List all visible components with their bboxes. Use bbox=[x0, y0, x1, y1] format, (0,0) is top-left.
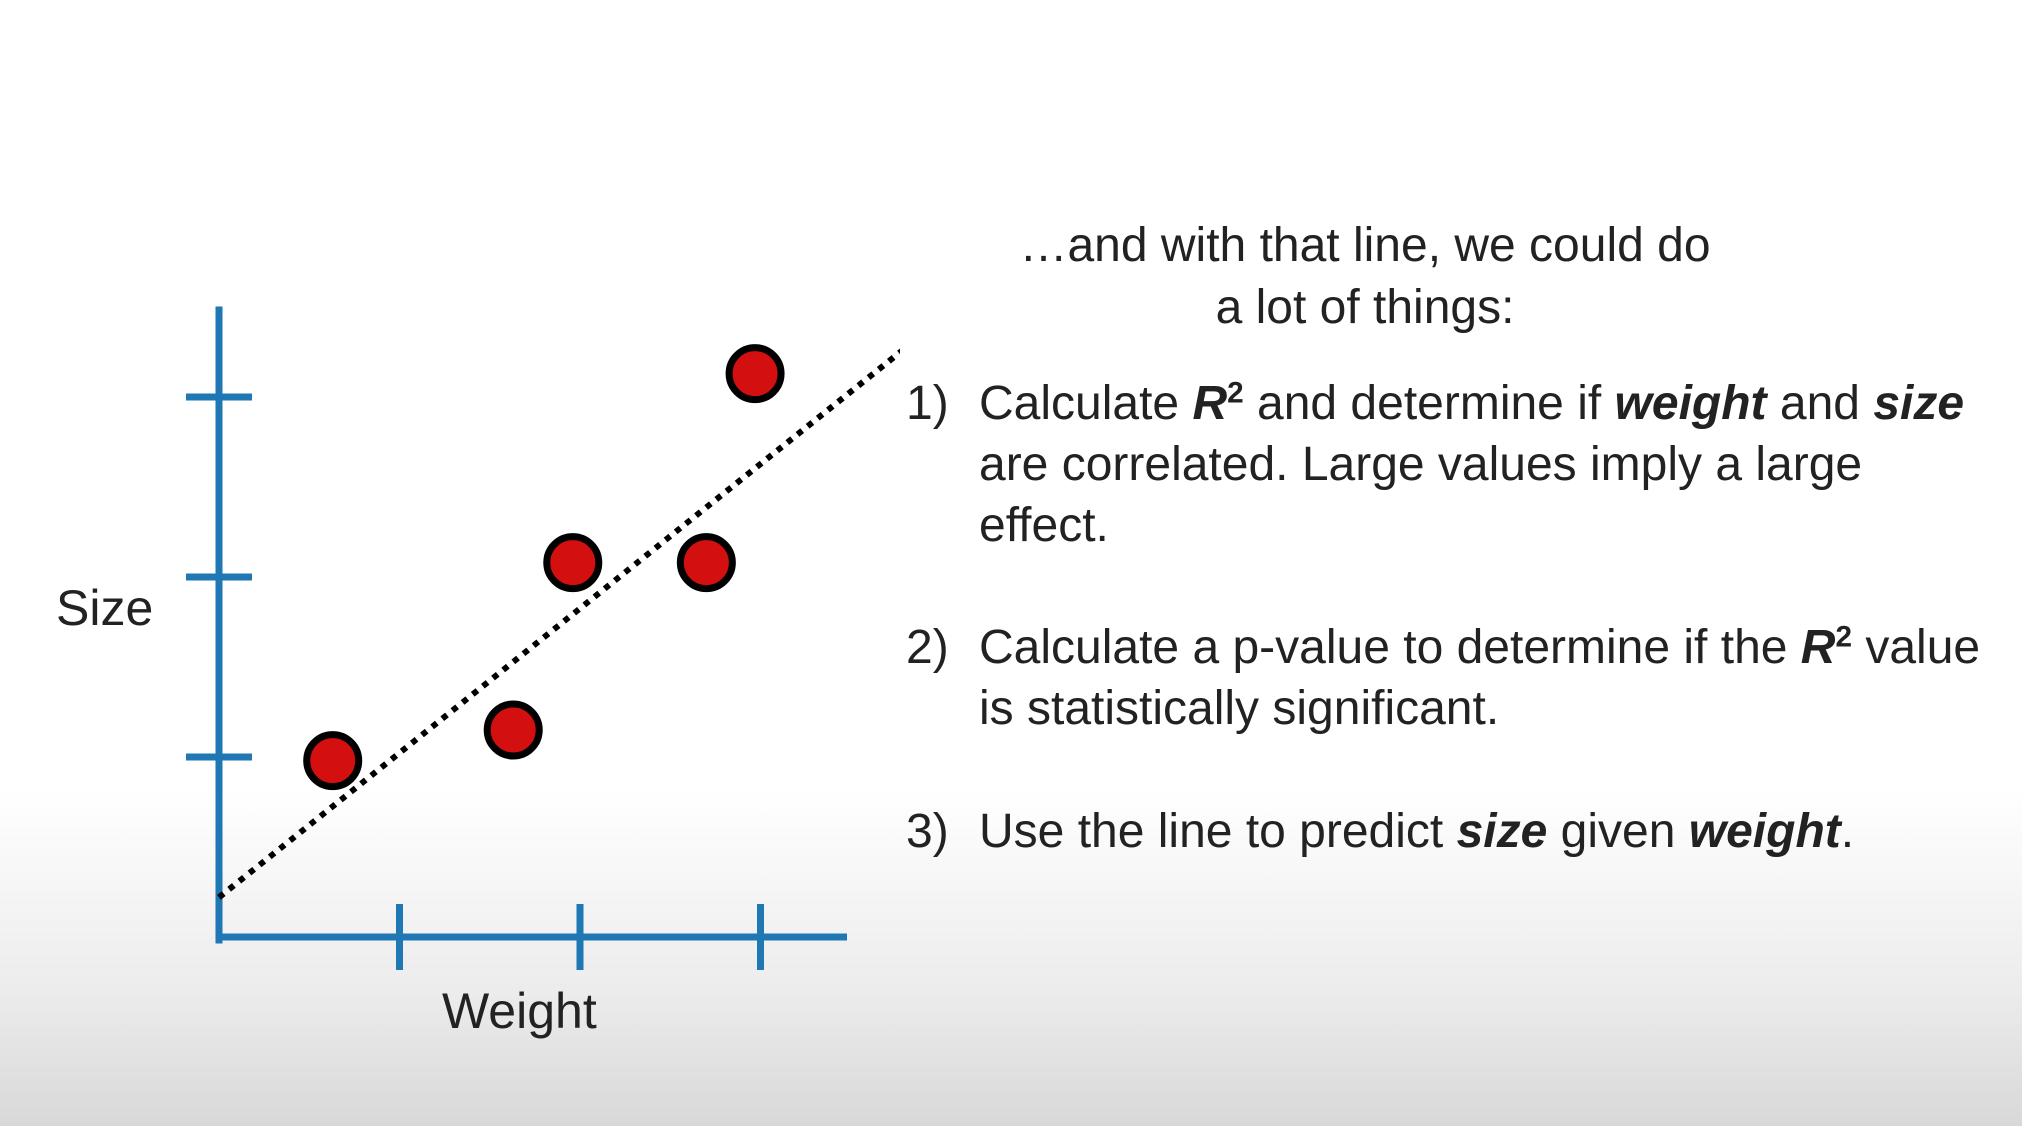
y-axis-label: Size bbox=[56, 580, 153, 636]
r-squared: R2 bbox=[1800, 620, 1853, 674]
item-number: 3) bbox=[906, 805, 949, 858]
emphasis-size: size bbox=[1456, 805, 1548, 858]
intro-line-2: a lot of things: bbox=[1215, 281, 1515, 334]
r-squared: R2 bbox=[1192, 376, 1244, 430]
data-point-4 bbox=[676, 533, 736, 593]
item-text: Calculate R2 and determine if weight and… bbox=[979, 376, 1965, 552]
intro-text: …and with that line, we could do a lot o… bbox=[980, 215, 1750, 339]
data-point-5 bbox=[725, 344, 785, 404]
emphasis-weight: weight bbox=[1614, 377, 1767, 430]
item-text: Calculate a p-value to determine if the … bbox=[979, 620, 1981, 735]
x-axis-label: Weight bbox=[442, 983, 597, 1039]
data-point-3 bbox=[543, 533, 603, 593]
axes bbox=[186, 306, 847, 970]
data-point-2 bbox=[483, 700, 543, 760]
item-number: 1) bbox=[906, 377, 949, 430]
x-ticks bbox=[396, 904, 764, 970]
y-ticks bbox=[186, 393, 252, 761]
item-number: 2) bbox=[906, 621, 949, 674]
data-point-1 bbox=[303, 731, 363, 791]
intro-line-1: …and with that line, we could do bbox=[1019, 219, 1711, 272]
emphasis-size: size bbox=[1873, 377, 1965, 430]
data-points bbox=[303, 344, 785, 791]
item-text: Use the line to predict size given weigh… bbox=[979, 805, 1855, 858]
scatter-plot: Size Weight bbox=[56, 306, 900, 1039]
emphasis-weight: weight bbox=[1688, 805, 1841, 858]
fit-line bbox=[217, 348, 900, 900]
